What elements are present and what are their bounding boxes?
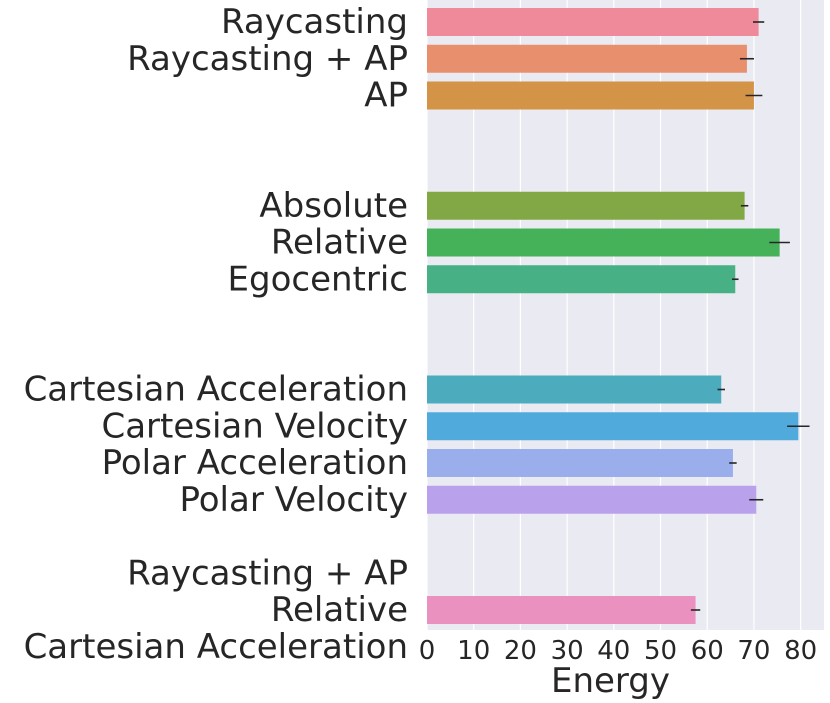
bar <box>427 44 747 73</box>
category-label: Cartesian Acceleration <box>24 627 408 667</box>
bar <box>427 375 722 404</box>
x-axis-label: Energy <box>551 661 670 701</box>
category-label: AP <box>364 76 408 116</box>
category-label: Absolute <box>259 186 408 226</box>
bar <box>427 449 733 477</box>
bar <box>427 8 759 36</box>
x-tick-label: 80 <box>784 636 817 666</box>
category-label: Relative <box>271 223 408 263</box>
bar <box>427 265 736 294</box>
category-label: Raycasting + AP <box>127 39 408 79</box>
x-tick-label: 30 <box>551 636 584 666</box>
x-tick-label: 60 <box>691 636 724 666</box>
category-label: Cartesian Velocity <box>101 406 408 446</box>
x-tick-label: 40 <box>597 636 630 666</box>
bar <box>427 81 754 110</box>
x-tick-label: 0 <box>419 636 436 666</box>
category-label: Polar Acceleration <box>102 443 408 483</box>
bar <box>427 228 780 257</box>
x-tick-label: 20 <box>504 636 537 666</box>
category-label: Relative <box>271 590 408 630</box>
category-label: Egocentric <box>228 259 408 299</box>
x-tick-label: 10 <box>457 636 490 666</box>
bar <box>427 485 757 514</box>
x-tick-label: 50 <box>644 636 677 666</box>
bar <box>427 596 696 624</box>
category-label: Raycasting + AP <box>127 553 408 593</box>
bar <box>427 412 799 441</box>
category-label: Polar Velocity <box>179 480 408 520</box>
category-label: Cartesian Acceleration <box>24 370 408 410</box>
x-tick-label: 70 <box>737 636 770 666</box>
bar <box>427 191 745 220</box>
category-label: Raycasting <box>221 2 408 42</box>
